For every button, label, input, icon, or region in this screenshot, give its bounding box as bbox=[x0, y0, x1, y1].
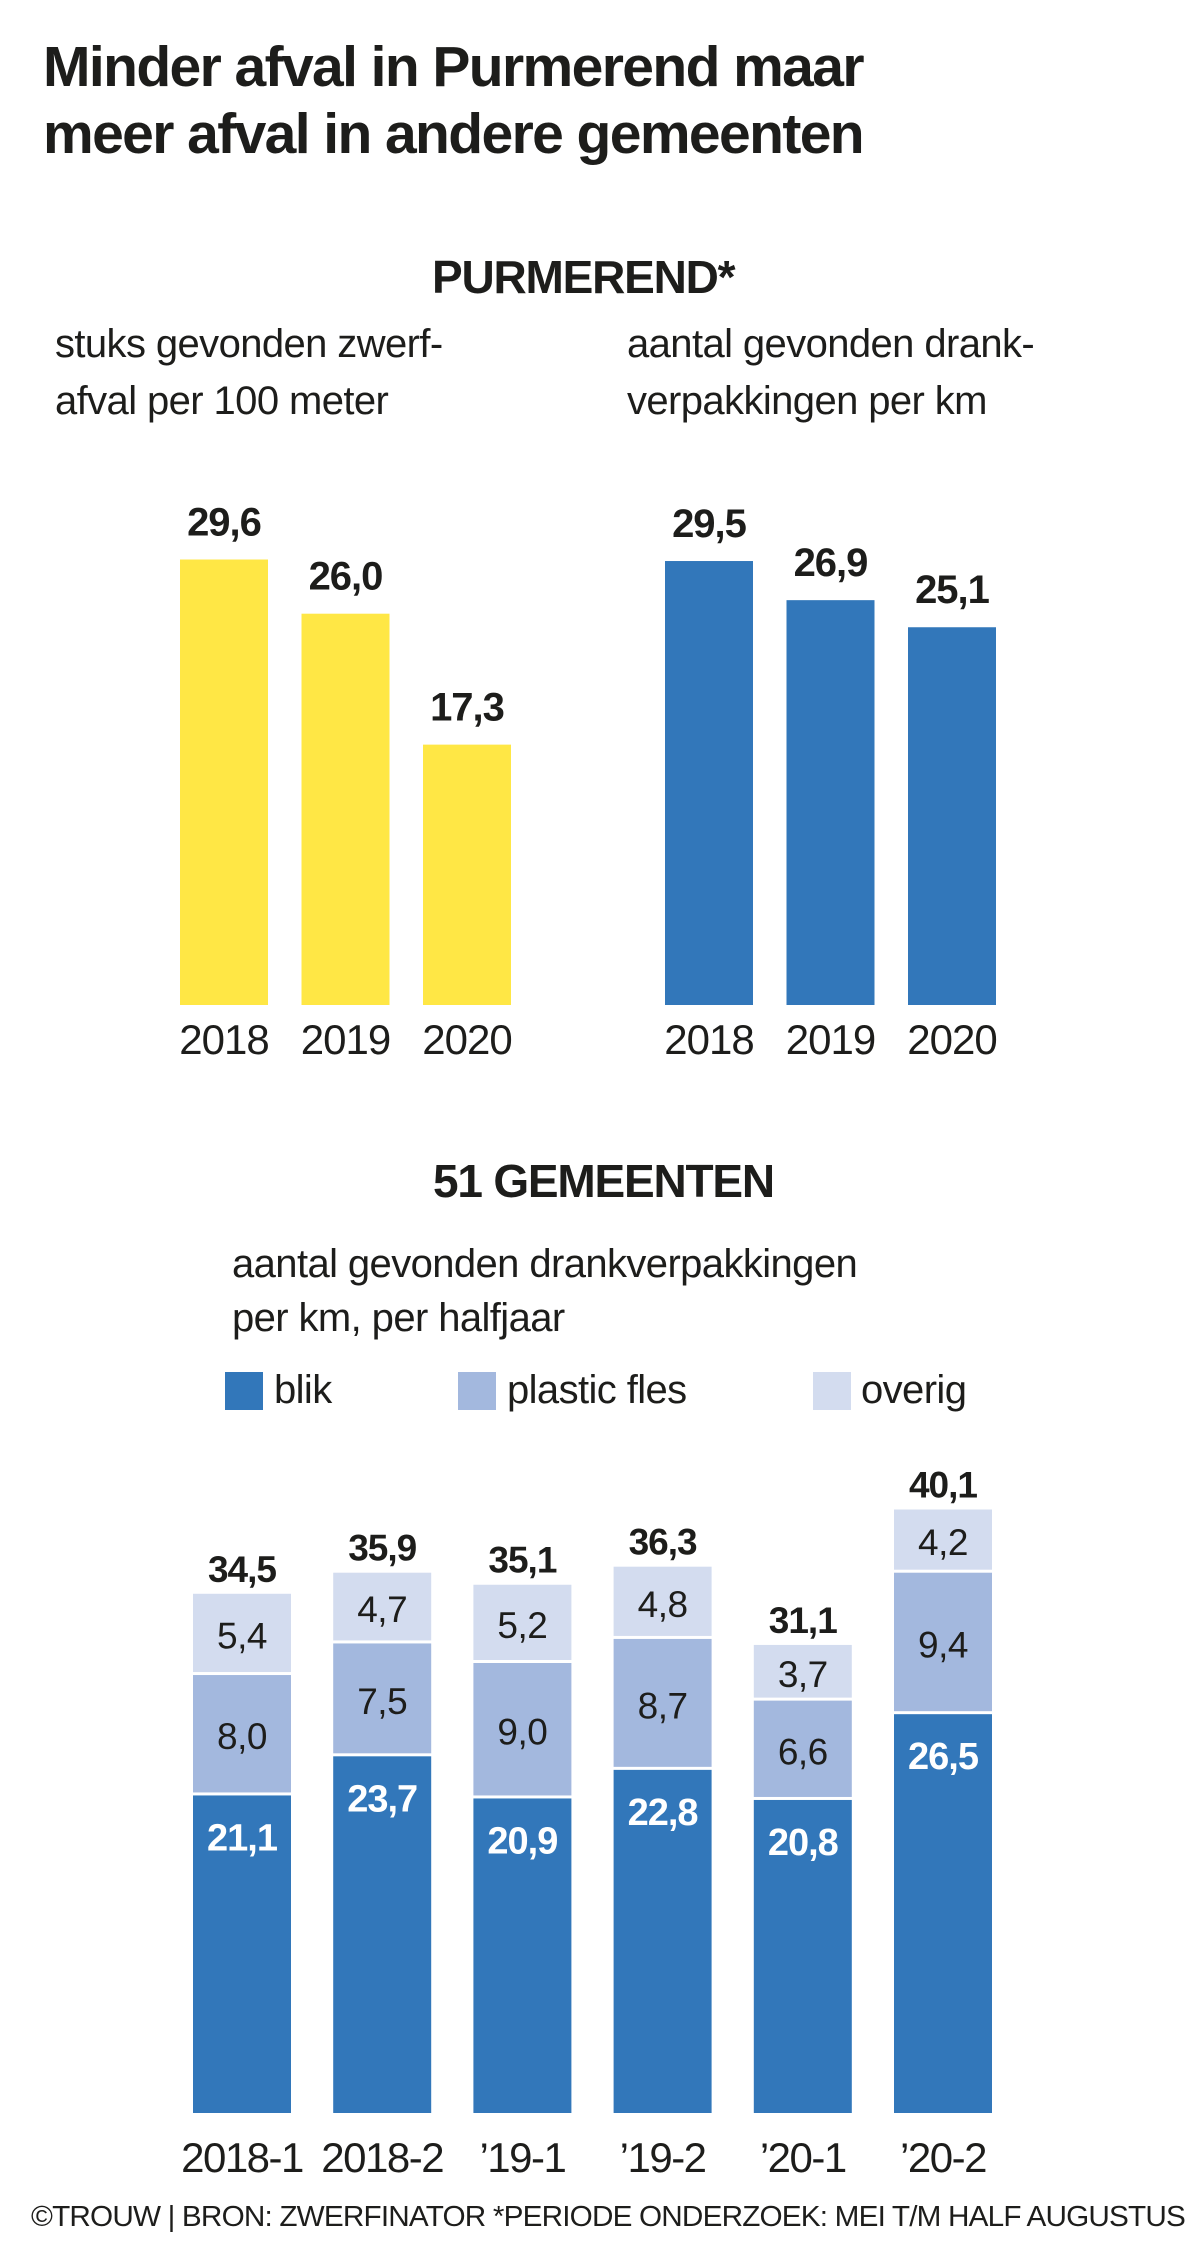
purmerend-right-subtitle-line-2: verpakkingen per km bbox=[627, 379, 987, 423]
bar-value-label: 29,6 bbox=[187, 501, 261, 545]
total-value-label: 31,1 bbox=[769, 1600, 837, 1641]
segment-plastic-fles bbox=[613, 1638, 712, 1767]
legend-swatch-plastic-fles bbox=[458, 1372, 496, 1410]
bar-2018 bbox=[665, 561, 753, 1005]
stacked-bar-’20-1: 20,8 6,6 3,7 31,1 ’20-1 bbox=[753, 1600, 852, 2181]
segment-plastic-fles bbox=[473, 1663, 572, 1796]
x-tick-label: ’20-1 bbox=[760, 2134, 846, 2181]
bar-2020 bbox=[423, 744, 511, 1005]
segment-plastic-fles bbox=[753, 1700, 852, 1797]
purmerend-heading: PURMEREND* bbox=[432, 251, 736, 303]
segment-value-label: 26,5 bbox=[908, 1736, 979, 1778]
segment-value-label: 8,0 bbox=[217, 1716, 267, 1757]
segment-blik bbox=[333, 1756, 432, 2113]
stacked-bar-’19-2: 22,8 8,7 4,8 36,3 ’19-2 bbox=[613, 1522, 712, 2181]
segment-value-label: 7,5 bbox=[357, 1681, 407, 1722]
segment-value-label: 22,8 bbox=[628, 1792, 698, 1834]
bar-2020 bbox=[908, 627, 996, 1005]
purmerend-left-subtitle-line-2: afval per 100 meter bbox=[55, 379, 389, 423]
gemeenten-heading: 51 GEMEENTEN bbox=[433, 1155, 775, 1207]
purmerend-left-subtitle-line-1: stuks gevonden zwerf- bbox=[55, 322, 443, 366]
segment-value-label: 6,6 bbox=[778, 1731, 828, 1772]
purmerend-chart-zwerfafval: 29,6 2018 26,0 2019 17,3 2020 bbox=[179, 501, 512, 1063]
segment-value-label: 4,8 bbox=[638, 1584, 688, 1625]
stacked-bar-’20-2: 26,5 9,4 4,2 40,1 ’20-2 bbox=[894, 1464, 992, 2181]
stacked-bar-’19-1: 20,9 9,0 5,2 35,1 ’19-1 bbox=[473, 1540, 572, 2181]
stacked-bar-2018-1: 21,1 8,0 5,4 34,5 2018-1 bbox=[181, 1549, 304, 2181]
chart-title-line-1: Minder afval in Purmerend maar bbox=[43, 35, 865, 99]
chart-title-line-2: meer afval in andere gemeenten bbox=[43, 102, 865, 166]
segment-value-label: 5,4 bbox=[217, 1615, 267, 1656]
x-tick-label: ’20-2 bbox=[900, 2134, 986, 2181]
gemeenten-subtitle-line-1: aantal gevonden drankverpakkingen bbox=[232, 1242, 858, 1286]
x-tick-label: 2020 bbox=[422, 1016, 511, 1063]
segment-overig bbox=[193, 1593, 291, 1673]
segment-plastic-fles bbox=[333, 1643, 432, 1754]
total-value-label: 35,1 bbox=[488, 1540, 556, 1581]
segment-value-label: 21,1 bbox=[207, 1817, 278, 1859]
bar-2019 bbox=[301, 613, 390, 1005]
x-tick-label: 2018 bbox=[664, 1016, 753, 1063]
segment-value-label: 23,7 bbox=[347, 1778, 417, 1820]
x-tick-label: 2020 bbox=[907, 1016, 996, 1063]
segment-value-label: 4,2 bbox=[918, 1522, 968, 1563]
segment-blik bbox=[894, 1714, 992, 2113]
segment-plastic-fles bbox=[894, 1572, 992, 1712]
bar-2019 bbox=[786, 600, 875, 1005]
purmerend-charts: 29,6 2018 26,0 2019 17,3 2020 29,5 2018 26,9 2019… bbox=[179, 501, 997, 1063]
legend-label-overig: overig bbox=[861, 1368, 967, 1412]
segment-blik bbox=[613, 1769, 712, 2113]
x-tick-label: 2018-1 bbox=[181, 2134, 303, 2181]
legend-label-plastic-fles: plastic fles bbox=[507, 1368, 687, 1412]
segment-value-label: 9,4 bbox=[918, 1624, 968, 1665]
segment-plastic-fles bbox=[193, 1675, 291, 1793]
segment-value-label: 9,0 bbox=[497, 1712, 547, 1753]
source-footer: ©TROUW | BRON: ZWERFINATOR *PERIODE ONDE… bbox=[31, 2201, 1186, 2233]
bar-value-label: 26,0 bbox=[309, 555, 383, 599]
total-value-label: 36,3 bbox=[629, 1522, 697, 1563]
segment-value-label: 4,7 bbox=[357, 1589, 407, 1630]
total-value-label: 40,1 bbox=[909, 1464, 977, 1505]
segment-blik bbox=[193, 1795, 291, 2113]
total-value-label: 34,5 bbox=[208, 1549, 276, 1590]
purmerend-chart-drankverpakkingen: 29,5 2018 26,9 2019 25,1 2020 bbox=[664, 502, 997, 1063]
segment-value-label: 5,2 bbox=[497, 1605, 547, 1646]
total-value-label: 35,9 bbox=[348, 1528, 416, 1569]
x-tick-label: 2019 bbox=[786, 1016, 875, 1063]
segment-value-label: 8,7 bbox=[638, 1685, 688, 1726]
segment-overig bbox=[894, 1509, 992, 1570]
segment-value-label: 20,9 bbox=[487, 1820, 557, 1862]
legend-swatch-overig bbox=[813, 1372, 851, 1410]
legend-label-blik: blik bbox=[274, 1368, 332, 1412]
bar-value-label: 25,1 bbox=[915, 568, 990, 612]
segment-overig bbox=[333, 1572, 432, 1641]
segment-overig bbox=[613, 1566, 712, 1636]
x-tick-label: 2019 bbox=[301, 1016, 390, 1063]
bar-value-label: 17,3 bbox=[430, 686, 504, 730]
bar-value-label: 26,9 bbox=[794, 541, 868, 585]
segment-overig bbox=[753, 1644, 852, 1698]
legend-swatch-blik bbox=[225, 1372, 263, 1410]
segment-value-label: 3,7 bbox=[778, 1654, 828, 1695]
bar-value-label: 29,5 bbox=[672, 502, 747, 546]
segment-overig bbox=[473, 1584, 572, 1661]
purmerend-right-subtitle-line-1: aantal gevonden drank- bbox=[627, 322, 1035, 366]
bar-2018 bbox=[180, 559, 268, 1005]
segment-value-label: 20,8 bbox=[768, 1822, 838, 1864]
x-tick-label: ’19-1 bbox=[479, 2134, 565, 2181]
x-tick-label: ’19-2 bbox=[620, 2134, 706, 2181]
gemeenten-subtitle-line-2: per km, per halfjaar bbox=[232, 1296, 565, 1340]
x-tick-label: 2018-2 bbox=[321, 2134, 443, 2181]
stacked-bar-2018-2: 23,7 7,5 4,7 35,9 2018-2 bbox=[321, 1528, 444, 2181]
x-tick-label: 2018 bbox=[179, 1016, 268, 1063]
segment-blik bbox=[473, 1798, 572, 2113]
segment-blik bbox=[753, 1799, 852, 2113]
